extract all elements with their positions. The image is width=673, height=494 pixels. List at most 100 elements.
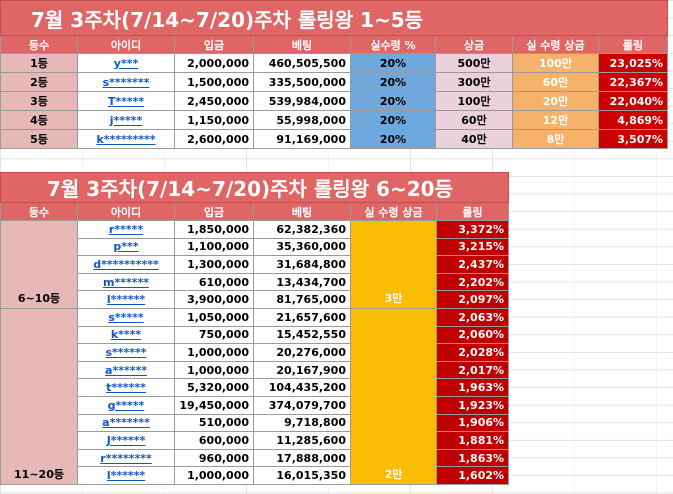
user-id-link[interactable]: j***** (77, 110, 175, 130)
table-row: l****** 3,900,000 81,765,000 2,097% (1, 290, 510, 309)
prize-cell: 500만 (435, 53, 513, 73)
header-real-prize: 실 수령 상금 (512, 35, 599, 54)
bet-cell: 104,435,200 (253, 378, 351, 397)
rolling-cell: 2,097% (435, 290, 510, 309)
deposit-cell: 2,000,000 (174, 53, 254, 73)
user-id-link[interactable]: J****** (77, 431, 175, 450)
bet-cell: 62,382,360 (253, 220, 351, 239)
bet-cell: 460,505,500 (253, 53, 351, 73)
deposit-cell: 2,600,000 (174, 129, 254, 149)
user-id-link[interactable]: s******* (77, 72, 175, 92)
top5-header-row: 등수 아이디 입금 베팅 실수령 % 상금 실 수령 상금 롤링 (0, 35, 669, 54)
table-row: a******* 510,000 9,718,800 1,906% (1, 413, 510, 433)
header-rolling: 롤링 (597, 35, 669, 54)
user-id-link[interactable]: l****** (77, 466, 175, 485)
deposit-cell: 610,000 (174, 272, 254, 292)
bet-cell: 81,765,000 (253, 290, 351, 309)
rank6-20-title: 7월 3주차(7/14~7/20)주차 롤링왕 6~20등 (0, 172, 510, 203)
rank-cell: 2등 (0, 72, 78, 92)
rank6-20-header-row: 등수 아이디 입금 베팅 실 수령 상금 롤링 (0, 202, 510, 221)
rolling-cell: 1,602% (435, 466, 510, 485)
table-row: 1등 y*** 2,000,000 460,505,500 20% 500만 100만 23,… (0, 53, 669, 73)
table-row: a****** 1,000,000 20,167,900 2,017% (1, 360, 510, 380)
bet-cell: 55,998,000 (253, 110, 351, 130)
rank-cell: 5등 (0, 129, 78, 149)
bet-cell: 31,684,800 (253, 255, 351, 274)
header-rate: 실수령 % (350, 35, 436, 54)
user-id-link[interactable]: p*** (77, 237, 175, 257)
user-id-link[interactable]: m****** (77, 272, 175, 292)
bet-cell: 374,079,700 (253, 395, 351, 415)
bet-cell: 15,452,550 (253, 325, 351, 345)
table-row: 6~10등 r***** 1,850,000 62,382,360 3만 3,372% (0, 220, 510, 309)
rolling-cell: 3,372% (435, 220, 510, 239)
deposit-cell: 1,050,000 (174, 307, 254, 327)
deposit-cell: 510,000 (174, 413, 254, 433)
deposit-cell: 1,500,000 (174, 72, 254, 92)
table-row: 11~20등 s***** 1,050,000 21,657,600 2만 2,063% (0, 307, 510, 485)
rolling-cell: 2,437% (435, 255, 510, 274)
user-id-link[interactable]: r******** (77, 448, 175, 468)
header-bet: 베팅 (253, 35, 351, 54)
table-row: d********** 1,300,000 31,684,800 2,437% (1, 255, 510, 274)
rolling-cell: 22,367% (597, 72, 669, 92)
bet-cell: 91,169,000 (253, 129, 351, 149)
rank-cell: 3등 (0, 91, 78, 111)
user-id-link[interactable]: g***** (77, 395, 175, 415)
user-id-link[interactable]: k**** (77, 325, 175, 345)
bet-cell: 11,285,600 (253, 431, 351, 450)
group-real-prize-cell: 3만 (350, 220, 437, 309)
deposit-cell: 750,000 (174, 325, 254, 345)
rolling-cell: 3,215% (435, 237, 510, 257)
user-id-link[interactable]: a****** (77, 360, 175, 380)
deposit-cell: 19,450,000 (174, 395, 254, 415)
table-row: 3등 T***** 2,450,000 539,984,000 20% 100만 20만 22… (0, 91, 669, 111)
deposit-cell: 1,100,000 (174, 237, 254, 257)
prize-cell: 100만 (435, 91, 513, 111)
top5-table: 7월 3주차(7/14~7/20)주차 롤링왕 1~5등 등수 아이디 입금 베… (0, 0, 669, 149)
deposit-cell: 1,300,000 (174, 255, 254, 274)
header-deposit: 입금 (174, 35, 254, 54)
user-id-link[interactable]: r***** (77, 220, 175, 239)
group-rank-cell: 6~10등 (0, 220, 78, 309)
user-id-link[interactable]: a******* (77, 413, 175, 433)
table-row: m****** 610,000 13,434,700 2,202% (1, 272, 510, 292)
bet-cell: 20,276,000 (253, 343, 351, 362)
real-prize-cell: 60만 (512, 72, 599, 92)
top5-title: 7월 3주차(7/14~7/20)주차 롤링왕 1~5등 (0, 0, 669, 36)
user-id-link[interactable]: d********** (77, 255, 175, 274)
rate-cell: 20% (350, 53, 436, 73)
deposit-cell: 2,450,000 (174, 91, 254, 111)
rolling-cell: 1,963% (435, 378, 510, 397)
table-row: t****** 5,320,000 104,435,200 1,963% (1, 378, 510, 397)
bet-cell: 9,718,800 (253, 413, 351, 433)
table-row: g***** 19,450,000 374,079,700 1,923% (1, 395, 510, 415)
deposit-cell: 1,000,000 (174, 466, 254, 485)
rolling-cell: 2,202% (435, 272, 510, 292)
header-prize: 상금 (435, 35, 513, 54)
bet-cell: 17,888,000 (253, 448, 351, 468)
user-id-link[interactable]: y*** (77, 53, 175, 73)
rolling-cell: 1,923% (435, 395, 510, 415)
header-id: 아이디 (77, 202, 175, 221)
header-id: 아이디 (77, 35, 175, 54)
header-rank: 등수 (0, 35, 78, 54)
real-prize-cell: 8만 (512, 129, 599, 149)
user-id-link[interactable]: T***** (77, 91, 175, 111)
user-id-link[interactable]: s****** (77, 343, 175, 362)
user-id-link[interactable]: s***** (77, 307, 175, 327)
bet-cell: 335,500,000 (253, 72, 351, 92)
user-id-link[interactable]: l****** (77, 290, 175, 309)
deposit-cell: 960,000 (174, 448, 254, 468)
rolling-cell: 1,881% (435, 431, 510, 450)
deposit-cell: 3,900,000 (174, 290, 254, 309)
header-rank: 등수 (0, 202, 78, 221)
deposit-cell: 1,000,000 (174, 343, 254, 362)
group-real-prize-cell: 2만 (350, 307, 437, 485)
deposit-cell: 5,320,000 (174, 378, 254, 397)
rate-cell: 20% (350, 91, 436, 111)
header-rolling: 롤링 (435, 202, 510, 221)
rolling-cell: 22,040% (597, 91, 669, 111)
user-id-link[interactable]: t****** (77, 378, 175, 397)
user-id-link[interactable]: k********* (77, 129, 175, 149)
